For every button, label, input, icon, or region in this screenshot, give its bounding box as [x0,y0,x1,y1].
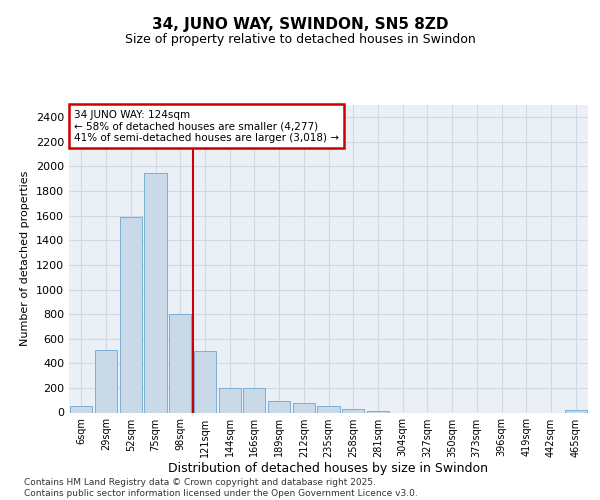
Text: 34, JUNO WAY, SWINDON, SN5 8ZD: 34, JUNO WAY, SWINDON, SN5 8ZD [152,18,448,32]
X-axis label: Distribution of detached houses by size in Swindon: Distribution of detached houses by size … [169,462,488,475]
Text: Contains HM Land Registry data © Crown copyright and database right 2025.
Contai: Contains HM Land Registry data © Crown c… [24,478,418,498]
Bar [218,388,241,412]
Bar [194,351,216,412]
Text: Size of property relative to detached houses in Swindon: Size of property relative to detached ho… [125,32,475,46]
Bar [70,406,92,412]
Bar [95,350,117,412]
Bar [119,217,142,412]
Text: 34 JUNO WAY: 124sqm
← 58% of detached houses are smaller (4,277)
41% of semi-det: 34 JUNO WAY: 124sqm ← 58% of detached ho… [74,110,339,143]
Bar [145,172,167,412]
Y-axis label: Number of detached properties: Number of detached properties [20,171,31,346]
Bar [367,410,389,412]
Bar [169,314,191,412]
Bar [342,409,364,412]
Bar [293,404,315,412]
Bar [317,406,340,412]
Bar [243,388,265,412]
Bar [268,402,290,412]
Bar [565,410,587,412]
